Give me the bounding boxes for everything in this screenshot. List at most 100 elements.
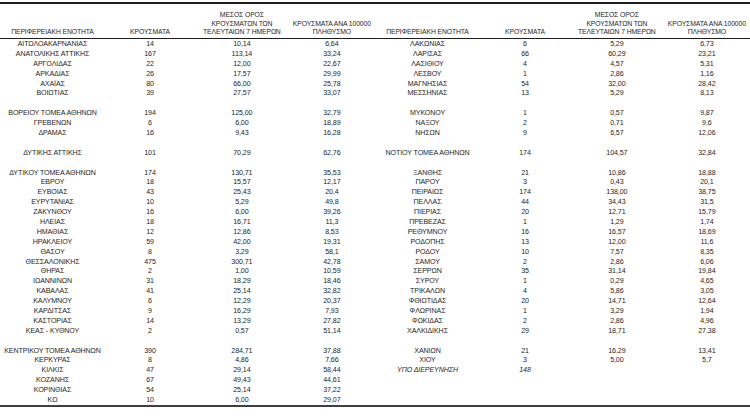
avg7-cell: 12,00: [570, 237, 664, 247]
cases-cell: 475: [105, 257, 195, 267]
avg7-cell: 5,29: [570, 39, 664, 49]
table-row: [0, 98, 375, 108]
per100k-cell: 18,69: [664, 227, 750, 237]
right-table: ΠΕΡΙΦΕΡΕΙΑΚΗ ΕΝΟΤΗΤΑ ΚΡΟΥΣΜΑΤΑ ΜΕΣΟΣ ΟΡΟ…: [375, 4, 750, 405]
cases-cell: 4: [480, 286, 570, 296]
avg7-cell: 70,29: [195, 148, 289, 158]
region-cell: ΝΟΤΙΟΥ ΤΟΜΕΑ ΑΘΗΝΩΝ: [375, 148, 480, 158]
avg7-cell: 16,71: [195, 217, 289, 227]
region-cell: ΛΕΣΒΟΥ: [375, 69, 480, 79]
header-per100k-line1: ΚΡΟΥΣΜΑΤΑ ΑΝΑ 100000: [668, 20, 746, 29]
per100k-cell: [664, 336, 750, 346]
per100k-cell: 18,46: [289, 276, 375, 286]
region-cell: ΕΒΡΟΥ: [0, 177, 105, 187]
table-row: ΛΑΚΩΝΙΑΣ65,296,73: [375, 39, 750, 49]
per100k-cell: 27,82: [289, 316, 375, 326]
table-row: [0, 336, 375, 346]
avg7-cell: 5,29: [570, 88, 664, 98]
cases-cell: 1: [480, 276, 570, 286]
avg7-cell: 31,14: [570, 266, 664, 276]
region-cell: ΚΟΡΙΝΘΙΑΣ: [0, 385, 105, 395]
per100k-cell: 4,96: [664, 316, 750, 326]
table-row: ΒΟΙΩΤΙΑΣ3927,5733,07: [0, 88, 375, 98]
table-row: [375, 98, 750, 108]
per100k-cell: 19,84: [664, 266, 750, 276]
left-table-header-row: ΠΕΡΙΦΕΡΕΙΑΚΗ ΕΝΟΤΗΤΑ ΚΡΟΥΣΜΑΤΑ ΜΕΣΟΣ ΟΡΟ…: [0, 4, 375, 39]
avg7-cell: 6,57: [570, 128, 664, 138]
avg7-cell: 25,14: [195, 286, 289, 296]
table-row: ΝΑΞΟΥ20,719,6: [375, 118, 750, 128]
cases-cell: 47: [105, 365, 195, 375]
header-per100k-line2: ΠΛΗΘΥΣΜΟ: [313, 28, 351, 37]
header-cases-right: ΚΡΟΥΣΜΑΤΑ: [480, 4, 570, 38]
cases-cell: 6: [105, 296, 195, 306]
table-row: ΚΟΡΙΝΘΙΑΣ5425,1437,22: [0, 385, 375, 395]
table-row: ΓΡΕΒΕΝΩΝ66,0018,89: [0, 118, 375, 128]
region-cell: ΤΡΙΚΑΛΩΝ: [375, 286, 480, 296]
avg7-cell: 10,14: [195, 39, 289, 49]
header-per100k-right: ΚΡΟΥΣΜΑΤΑ ΑΝΑ 100000 ΠΛΗΘΥΣΜΟ: [664, 4, 750, 38]
region-cell: ΠΕΛΛΑΣ: [375, 197, 480, 207]
table-row: ΚΟΖΑΝΗΣ6749,4344,61: [0, 375, 375, 385]
avg7-cell: 12,00: [195, 59, 289, 69]
per100k-cell: 32,82: [289, 286, 375, 296]
cases-cell: 3: [480, 177, 570, 187]
cases-cell: 8: [105, 356, 195, 366]
per100k-cell: 19,31: [289, 237, 375, 247]
table-row: ΧΙΟΥ35,005,7: [375, 356, 750, 366]
avg7-cell: [570, 158, 664, 168]
region-cell: ΘΑΣΟΥ: [0, 247, 105, 257]
cases-cell: 16: [105, 207, 195, 217]
avg7-cell: 1,29: [570, 217, 664, 227]
per100k-cell: 9,87: [664, 108, 750, 118]
header-cases-label: ΚΡΟΥΣΜΑΤΑ: [505, 28, 545, 37]
cases-cell: [480, 385, 570, 395]
table-row: ΚΩ106,0029,07: [0, 395, 375, 405]
header-avg7-line2: ΚΡΟΥΣΜΑΤΩΝ ΤΩΝ: [586, 20, 647, 29]
avg7-cell: 27,57: [195, 88, 289, 98]
table-row: ΦΛΩΡΙΝΑΣ13,291,94: [375, 306, 750, 316]
header-avg7-line3: ΤΕΛΕΥΤΑΙΩΝ 7 ΗΜΕΡΩΝ: [578, 28, 656, 37]
avg7-cell: 1,00: [195, 266, 289, 276]
region-cell: ΔΥΤΙΚΗΣ ΑΤΤΙΚΗΣ: [0, 148, 105, 158]
region-cell: ΒΟΡΕΙΟΥ ΤΟΜΕΑ ΑΘΗΝΩΝ: [0, 108, 105, 118]
per100k-cell: 42,78: [289, 257, 375, 267]
cases-cell: [480, 336, 570, 346]
cases-cell: 67: [105, 375, 195, 385]
table-row: ΑΙΤΩΛΟΑΚΑΡΝΑΝΙΑΣ1410,146,64: [0, 39, 375, 49]
per100k-cell: [664, 98, 750, 108]
table-row: ΚΕΝΤΡΙΚΟΥ ΤΟΜΕΑ ΑΘΗΝΩΝ390284,7137,88: [0, 346, 375, 356]
cases-cell: 148: [480, 365, 570, 375]
avg7-cell: 12,29: [195, 296, 289, 306]
region-cell: [0, 158, 105, 168]
avg7-cell: 34,43: [570, 197, 664, 207]
per100k-cell: 39,26: [289, 207, 375, 217]
avg7-cell: [570, 138, 664, 148]
avg7-cell: 0,29: [570, 276, 664, 286]
region-cell: ΑΙΤΩΛΟΑΚΑΡΝΑΝΙΑΣ: [0, 39, 105, 49]
region-cell: ΦΛΩΡΙΝΑΣ: [375, 306, 480, 316]
per100k-cell: 6,64: [289, 39, 375, 49]
region-cell: ΗΡΑΚΛΕΙΟΥ: [0, 237, 105, 247]
bottom-border-rule: [0, 405, 750, 408]
region-cell: ΛΑΚΩΝΙΑΣ: [375, 39, 480, 49]
per100k-cell: 8,35: [664, 247, 750, 257]
table-row: ΜΥΚΟΝΟΥ10,579,87: [375, 108, 750, 118]
region-cell: ΑΝΑΤΟΛΙΚΗΣ ΑΤΤΙΚΗΣ: [0, 49, 105, 59]
cases-cell: 13: [480, 237, 570, 247]
cases-cell: 14: [105, 316, 195, 326]
region-cell: [375, 336, 480, 346]
cases-cell: 1: [480, 108, 570, 118]
cases-cell: [105, 138, 195, 148]
table-row: ΡΟΔΟΥ107,578,35: [375, 247, 750, 257]
table-row: ΑΡΚΑΔΙΑΣ2617,5729,99: [0, 69, 375, 79]
table-row: ΒΟΡΕΙΟΥ ΤΟΜΕΑ ΑΘΗΝΩΝ194125,0032,79: [0, 108, 375, 118]
cases-cell: 39: [105, 88, 195, 98]
region-cell: ΚΕΝΤΡΙΚΟΥ ΤΟΜΕΑ ΑΘΗΝΩΝ: [0, 346, 105, 356]
table-row: ΠΑΡΟΥ30,4320,1: [375, 177, 750, 187]
avg7-cell: 4,57: [570, 59, 664, 69]
cases-cell: [480, 395, 570, 405]
table-row: ΡΕΘΥΜΝΟΥ1616,5718,69: [375, 227, 750, 237]
region-cell: ΠΙΕΡΙΑΣ: [375, 207, 480, 217]
cases-cell: 6: [105, 118, 195, 128]
